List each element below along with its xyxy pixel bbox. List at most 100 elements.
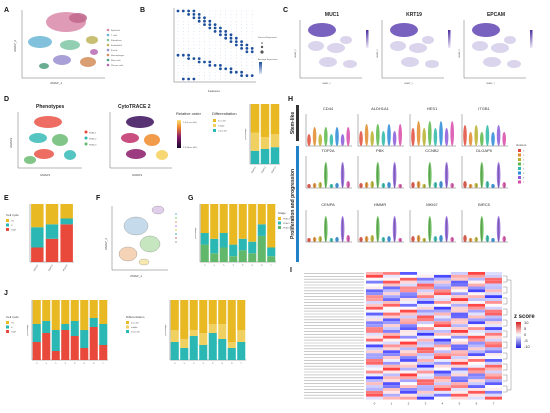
phenotype-label: PDAC1: [89, 132, 97, 135]
dendrogram: [503, 297, 508, 305]
dot: [220, 10, 221, 12]
heatmap-cell: [400, 327, 417, 330]
heatmap-cell: [383, 356, 400, 359]
dot: [220, 48, 221, 49]
bar-category-label: 1: [46, 362, 49, 365]
heatmap-cell: [434, 301, 451, 304]
heatmap-cell: [451, 373, 468, 377]
dot: [234, 70, 238, 74]
dot: [241, 65, 242, 66]
heatmap-cell: [485, 341, 502, 345]
dot: [188, 61, 189, 63]
dot: [208, 19, 212, 23]
dot: [230, 20, 232, 22]
dot: [241, 14, 242, 15]
feature-cluster: [472, 41, 488, 51]
dot: [225, 78, 227, 80]
heatmap-cell: [434, 292, 451, 296]
heatmap-cell: [434, 332, 451, 336]
dot: [241, 17, 242, 19]
dot: [250, 50, 254, 54]
heatmap-cell: [434, 364, 451, 368]
stage-swatch: [278, 226, 281, 229]
diff-label: more diff: [218, 130, 227, 133]
heatmap-cell: [451, 385, 468, 388]
dot: [234, 43, 238, 47]
heatmap-cell: [485, 327, 502, 330]
dot: [225, 10, 227, 12]
dot: [176, 9, 180, 13]
panel-e-stacked-bar: PDAC1 PDAC2 PDAC3 Cell cycle G1 S G2M: [6, 204, 74, 272]
dot: [209, 54, 211, 56]
dot: [225, 44, 227, 46]
heatmap-cell: [366, 312, 383, 316]
dot: [229, 70, 233, 74]
dot: [177, 58, 179, 59]
dot: [234, 40, 238, 43]
dot: [251, 10, 253, 12]
bar-G1: [32, 300, 41, 324]
heatmap-cell: [434, 347, 451, 351]
bar-category-label: 4: [212, 362, 215, 365]
feature-cluster: [401, 57, 419, 67]
feature-ylabel: UMAP_2: [376, 48, 379, 58]
cycle-swatch: [6, 330, 9, 333]
heatmap-cell: [451, 295, 468, 299]
heatmap-cell: [366, 306, 383, 310]
panel-f-ylabel: UMAP_2: [104, 238, 108, 250]
dot: [245, 47, 249, 50]
dot: [204, 65, 205, 66]
heatmap-cell: [400, 309, 417, 313]
dot: [235, 54, 237, 56]
violin: [398, 124, 403, 146]
dot: [246, 20, 248, 22]
heatmap-cell: [451, 370, 468, 374]
dendrogram: [507, 279, 512, 391]
feature-xlabel: UMAP_1: [322, 82, 332, 85]
panel-label-a: A: [4, 7, 9, 14]
heatmap-cell: [485, 390, 502, 394]
dot: [193, 34, 195, 36]
dot: [235, 14, 237, 15]
dot: [177, 51, 179, 53]
heatmap-cell: [434, 382, 451, 386]
cycle-swatch: [6, 325, 9, 329]
dot: [198, 34, 200, 36]
dot: [230, 44, 232, 46]
violin-title: HMMR: [374, 202, 387, 207]
dot: [246, 71, 248, 73]
bar-G2M: [51, 351, 60, 360]
dot: [240, 40, 244, 43]
dot: [188, 20, 189, 22]
violin: [381, 131, 386, 146]
legend-a-swatch: [106, 43, 110, 47]
group-bar-prolif: [296, 146, 299, 262]
bar-PDAC1: [267, 204, 276, 248]
panel-d-xlabel: UMAP1: [40, 173, 51, 177]
heatmap-cell: [485, 385, 502, 388]
cluster-label: 6: [523, 178, 525, 180]
dot: [208, 60, 212, 64]
heatmap-cell: [468, 388, 485, 391]
dot: [240, 74, 244, 77]
group-label-stem: Stem-like: [290, 112, 296, 134]
bar-PDAC3: [248, 253, 257, 262]
heatmap-cell: [383, 338, 400, 342]
dot: [219, 64, 222, 67]
heatmap-cell: [366, 385, 383, 388]
bar-more-diff: [199, 345, 208, 360]
heatmap-cell: [485, 332, 502, 336]
heatmap-cell: [485, 283, 502, 287]
dot: [220, 75, 221, 76]
dot: [225, 61, 227, 63]
dot: [182, 44, 184, 46]
heatmap-cell: [366, 292, 383, 296]
dot: [177, 44, 179, 46]
violin: [318, 134, 323, 146]
dot: [214, 44, 216, 46]
heatmap-cell: [400, 356, 417, 359]
bar-more-diff: [208, 333, 217, 360]
heatmap-cell: [400, 379, 417, 383]
bar-category-label: 2: [223, 264, 226, 267]
heatmap-cell: [468, 292, 485, 296]
